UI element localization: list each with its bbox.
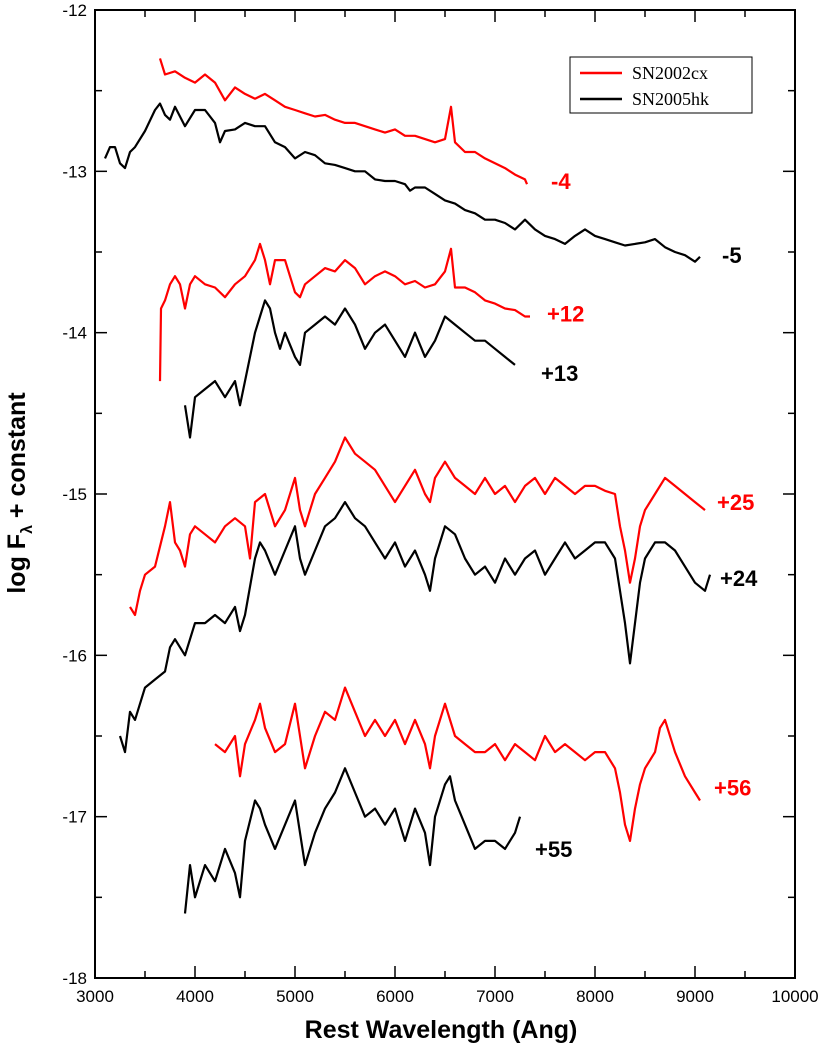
spectrum-sn2005hk-epoch-p13 xyxy=(183,299,516,439)
x-tick-label: 4000 xyxy=(176,987,214,1006)
epoch-label: +55 xyxy=(535,837,572,862)
legend-label-sn2005hk: SN2005hk xyxy=(632,89,709,109)
y-axis-title-rest: + constant xyxy=(3,392,31,525)
y-tick-label: -15 xyxy=(62,485,87,504)
x-axis-title: Rest Wavelength (Ang) xyxy=(305,1016,578,1044)
x-tick-label: 8000 xyxy=(576,987,614,1006)
legend-box xyxy=(569,56,753,114)
epoch-label: +24 xyxy=(720,566,758,591)
y-tick-label: -16 xyxy=(62,646,87,665)
y-tick-label: -14 xyxy=(62,324,87,343)
x-tick-label: 5000 xyxy=(276,987,314,1006)
y-axis-title: log Fλ + constant xyxy=(3,392,36,594)
x-tick-label: 7000 xyxy=(476,987,514,1006)
epoch-label: -4 xyxy=(551,169,571,194)
spectrum-sn2002cx-epoch-p56 xyxy=(214,686,701,843)
x-tick-label: 6000 xyxy=(376,987,414,1006)
epoch-label: +13 xyxy=(541,361,578,386)
legend-label-sn2002cx: SN2002cx xyxy=(632,63,708,83)
y-axis-title-main: log F xyxy=(3,534,31,594)
y-axis-title-subscript: λ xyxy=(19,525,36,534)
epoch-labels: -4 -5 +12 +13 +25 +24 +56 +55 xyxy=(535,169,758,862)
x-tick-label: 9000 xyxy=(676,987,714,1006)
series-group xyxy=(103,58,712,914)
spectrum-sn2005hk-epoch-m5 xyxy=(103,102,701,263)
plot-frame xyxy=(94,9,796,979)
spectrum-sn2002cx-epoch-m4 xyxy=(158,58,529,185)
y-tick-label: -18 xyxy=(62,969,87,988)
epoch-label: +12 xyxy=(547,301,584,326)
legend: SN2002cx SN2005hk xyxy=(569,56,753,114)
epoch-label: -5 xyxy=(722,243,742,268)
y-tick-label: -17 xyxy=(62,808,87,827)
axes: 3000 4000 5000 6000 7000 8000 9000 10000 -18 -17 -… xyxy=(62,1,818,1006)
y-tick-label: -12 xyxy=(62,1,87,20)
spectrum-sn2005hk-epoch-p55 xyxy=(183,767,522,914)
spectrum-sn2005hk-epoch-p24 xyxy=(118,501,712,754)
spectrum-sn2002cx-epoch-p12 xyxy=(158,242,530,382)
epoch-label: +56 xyxy=(714,776,751,801)
x-tick-label: 10000 xyxy=(771,987,818,1006)
epoch-label: +25 xyxy=(717,490,754,515)
y-tick-label: -13 xyxy=(62,162,87,181)
x-tick-label: 3000 xyxy=(76,987,114,1006)
spectrum-sn2002cx-epoch-p25 xyxy=(129,436,706,617)
